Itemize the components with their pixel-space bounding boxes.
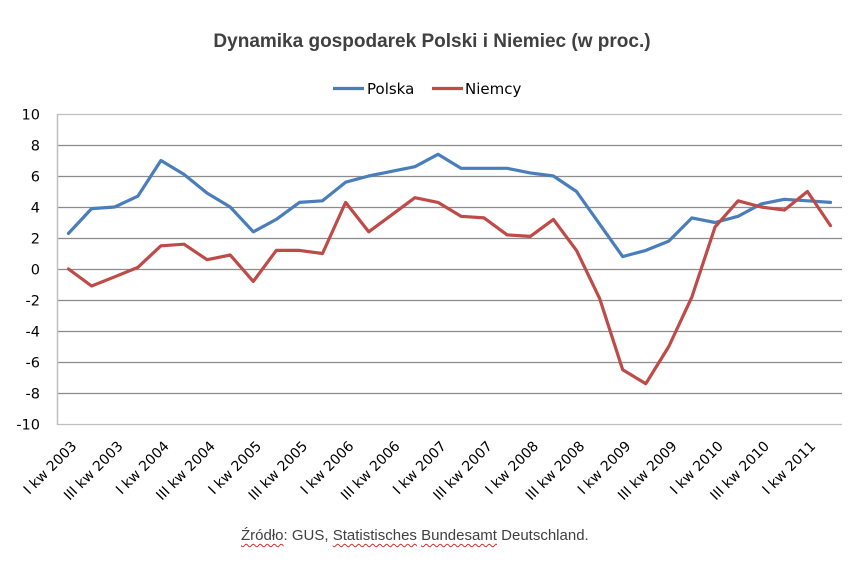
y-axis: 10 8 6 4 2 0 -2 -4 -6 -8 -10 <box>16 108 59 434</box>
y-tick-label: 8 <box>31 139 40 155</box>
source-org-destatis-3: Deutschland. <box>496 527 589 544</box>
source-separator: : <box>283 527 292 544</box>
legend-item-niemcy: Niemcy <box>432 80 521 98</box>
legend-label: Niemcy <box>465 80 521 98</box>
y-tick-label: -2 <box>26 294 40 310</box>
y-tick-label: 6 <box>31 170 40 186</box>
series-line-polska <box>66 152 833 259</box>
legend-label: Polska <box>367 80 414 98</box>
chart-title: Dynamika gospodarek Polski i Niemiec (w … <box>213 31 650 52</box>
legend-item-polska: Polska <box>333 80 414 98</box>
y-tick-label: -8 <box>26 387 40 403</box>
y-tick-label: 4 <box>31 201 40 217</box>
legend: Polska Niemcy <box>333 80 521 98</box>
y-tick-label: 2 <box>31 232 40 248</box>
series-line-niemcy <box>66 189 833 386</box>
source-org-gus: GUS, <box>291 527 333 544</box>
source-org-destatis-1: Statistisches <box>332 527 417 544</box>
source-label: Źródło <box>241 527 284 544</box>
y-tick-label: 0 <box>31 263 40 279</box>
source-org-destatis-2: Bundesamt <box>421 527 497 544</box>
source-note: Źródło: GUS, Statistisches Bundesamt Deu… <box>241 527 589 544</box>
y-tick-label: -4 <box>26 325 40 341</box>
y-tick-label: 10 <box>22 108 40 124</box>
y-tick-label: -10 <box>16 418 40 434</box>
series-lines <box>66 152 833 386</box>
y-tick-label: -6 <box>26 356 40 372</box>
